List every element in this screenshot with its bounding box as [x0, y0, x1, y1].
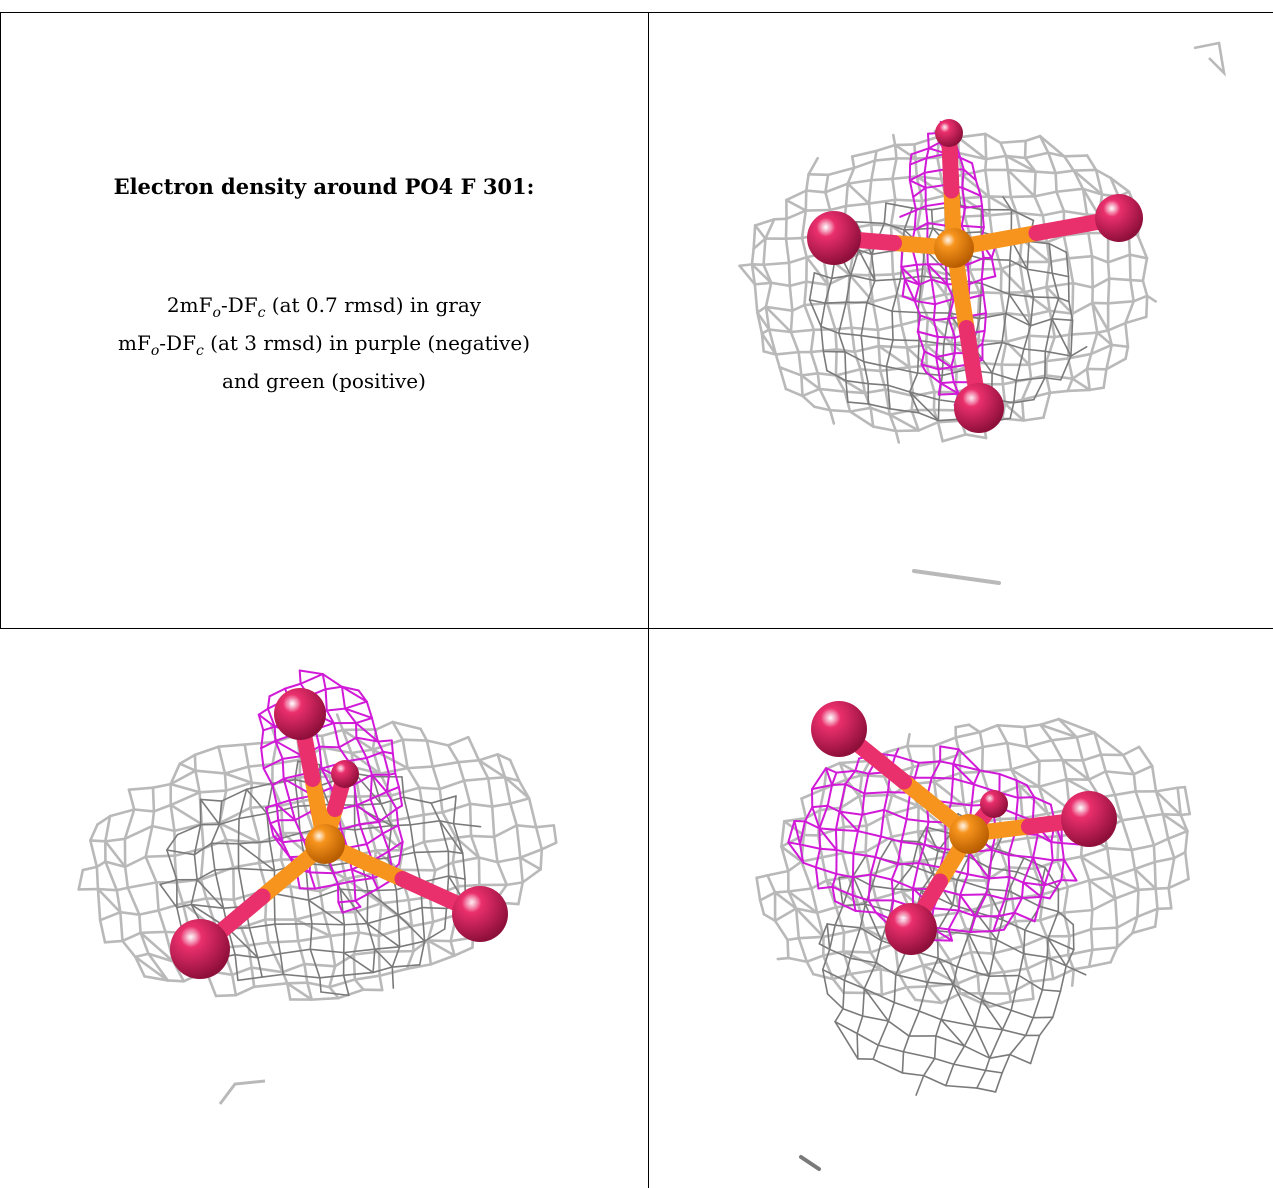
stray-mesh-fragment — [1193, 41, 1226, 77]
phosphate-density-render — [738, 41, 1226, 585]
view-top-right — [649, 13, 1273, 628]
legend-line-fo-fc: mFo-DFc (at 3 rmsd) in purple (negative) — [118, 331, 530, 359]
oxygen-atom — [170, 919, 230, 979]
oxygen-atom — [807, 211, 861, 265]
oxygen-atom — [935, 119, 963, 147]
oxygen-atom — [1061, 791, 1117, 847]
oxygen-atom — [274, 688, 326, 740]
oxygen-atom — [980, 790, 1008, 818]
phosphate-molecule — [807, 119, 1143, 433]
phosphate-density-render — [755, 701, 1192, 1171]
stray-mesh-fragment — [218, 1079, 266, 1105]
oxygen-atom — [452, 886, 508, 942]
legend-line-positive: and green (positive) — [222, 369, 426, 393]
phosphorus-atom — [934, 228, 974, 268]
stray-mesh-fragment — [912, 569, 1001, 585]
legend-line-2fo-fc: 2mFo-DFc (at 0.7 rmsd) in gray — [166, 293, 482, 321]
stray-mesh-fragment — [799, 1155, 821, 1171]
oxygen-atom — [1095, 194, 1143, 242]
table-divider-horizontal — [0, 628, 1273, 629]
table-border-top — [0, 12, 1273, 13]
caption-body: 2mFo-DFc (at 0.7 rmsd) in gray mFo-DFc (… — [0, 290, 648, 396]
phosphate-density-render — [77, 669, 558, 1105]
phosphate-molecule — [811, 701, 1117, 955]
gray-density-mesh — [755, 717, 1192, 1009]
oxygen-atom — [954, 383, 1004, 433]
phosphorus-atom — [949, 814, 989, 854]
view-bottom-right — [649, 629, 1273, 1188]
oxygen-atom — [885, 903, 937, 955]
oxygen-atom — [331, 760, 359, 788]
table-border-left — [0, 12, 1, 628]
view-bottom-left — [0, 629, 648, 1188]
phosphorus-atom — [305, 824, 345, 864]
caption-title: Electron density around PO4 F 301: — [113, 174, 535, 199]
oxygen-atom — [811, 701, 867, 757]
caption-cell: Electron density around PO4 F 301: 2mFo-… — [0, 0, 648, 628]
phosphate-molecule — [170, 688, 508, 979]
table-divider-vertical — [648, 12, 649, 1188]
